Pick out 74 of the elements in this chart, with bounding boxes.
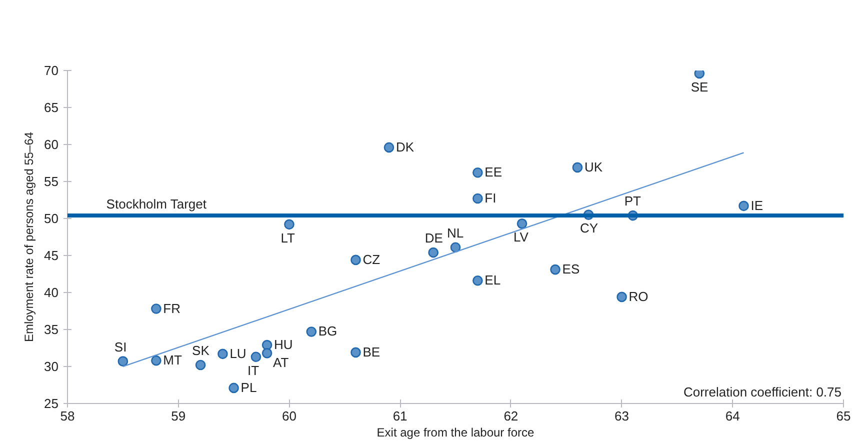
point [195, 360, 206, 370]
annotation: PT [624, 194, 642, 209]
annotation: NL [447, 225, 464, 240]
point [616, 292, 627, 302]
annotation: EE [484, 164, 502, 180]
y-tick-label: 50 [44, 211, 59, 226]
annotation: PL [240, 380, 257, 395]
annotation: SI [114, 339, 127, 354]
annotation: FI [484, 190, 496, 206]
annotation: IT [247, 362, 260, 378]
y-axis-title: Emloyment rate of persons aged 55–64 [22, 132, 36, 342]
point [472, 193, 483, 204]
point [384, 142, 394, 153]
point [118, 356, 128, 366]
annotation: HU [274, 337, 293, 352]
annotation: SE [690, 79, 709, 94]
point [516, 218, 528, 229]
point [262, 348, 272, 358]
annotation: LV [514, 230, 529, 245]
point [550, 264, 560, 275]
point [350, 254, 361, 266]
annotation: CY [580, 220, 598, 236]
y-tick-label: 55 [44, 174, 59, 189]
x-tick-label: 58 [60, 408, 75, 424]
point [250, 352, 262, 362]
annotation: RO [628, 288, 648, 304]
annotation: BE [362, 344, 380, 360]
annotation: Correlation coefficient: 0.75 [683, 384, 842, 400]
point [472, 276, 483, 286]
x-tick-label: 63 [614, 408, 630, 424]
point [472, 167, 483, 178]
point [284, 219, 294, 230]
y-tick-label: 25 [44, 396, 59, 411]
y-tick-label: 65 [44, 100, 59, 115]
point [151, 355, 162, 366]
annotation: CZ [362, 252, 380, 267]
x-tick-label: 60 [282, 408, 296, 424]
point [694, 70, 705, 79]
y-tick-label: 35 [44, 322, 59, 337]
point [151, 304, 162, 314]
annotation: SK [192, 343, 210, 358]
y-tick-label: 60 [44, 137, 59, 152]
point [228, 382, 239, 394]
annotation: IE [750, 198, 764, 213]
annotation: AT [273, 355, 289, 370]
x-tick-label: 59 [171, 408, 186, 424]
x-tick-label: 64 [725, 408, 740, 424]
annotation: LU [230, 346, 246, 361]
y-tick-label: 30 [44, 359, 59, 374]
x-tick-label: 61 [392, 408, 408, 424]
point [738, 200, 749, 212]
annotation: ES [562, 262, 580, 277]
point [450, 242, 461, 252]
annotation: LT [280, 230, 295, 246]
point [262, 340, 272, 350]
point [306, 326, 317, 337]
x-tick-label: 65 [836, 408, 851, 424]
y-tick-label: 40 [44, 285, 59, 300]
y-tick-label: 45 [44, 248, 59, 263]
annotation: DE [424, 230, 444, 246]
annotation: BG [318, 324, 338, 339]
annotation: MT [163, 352, 182, 368]
x-axis-title: Exit age from the labour force [376, 426, 535, 440]
annotation: DK [396, 139, 414, 154]
point [350, 347, 361, 358]
point [572, 162, 583, 173]
annotation: EL [484, 272, 501, 288]
point [218, 348, 228, 360]
point [428, 247, 438, 258]
annotation: FR [163, 300, 181, 316]
x-tick-label: 62 [504, 408, 518, 424]
y-tick-label: 70 [44, 63, 59, 78]
ref-line-label: Stockholm Target [106, 196, 207, 212]
annotation: UK [584, 159, 603, 174]
